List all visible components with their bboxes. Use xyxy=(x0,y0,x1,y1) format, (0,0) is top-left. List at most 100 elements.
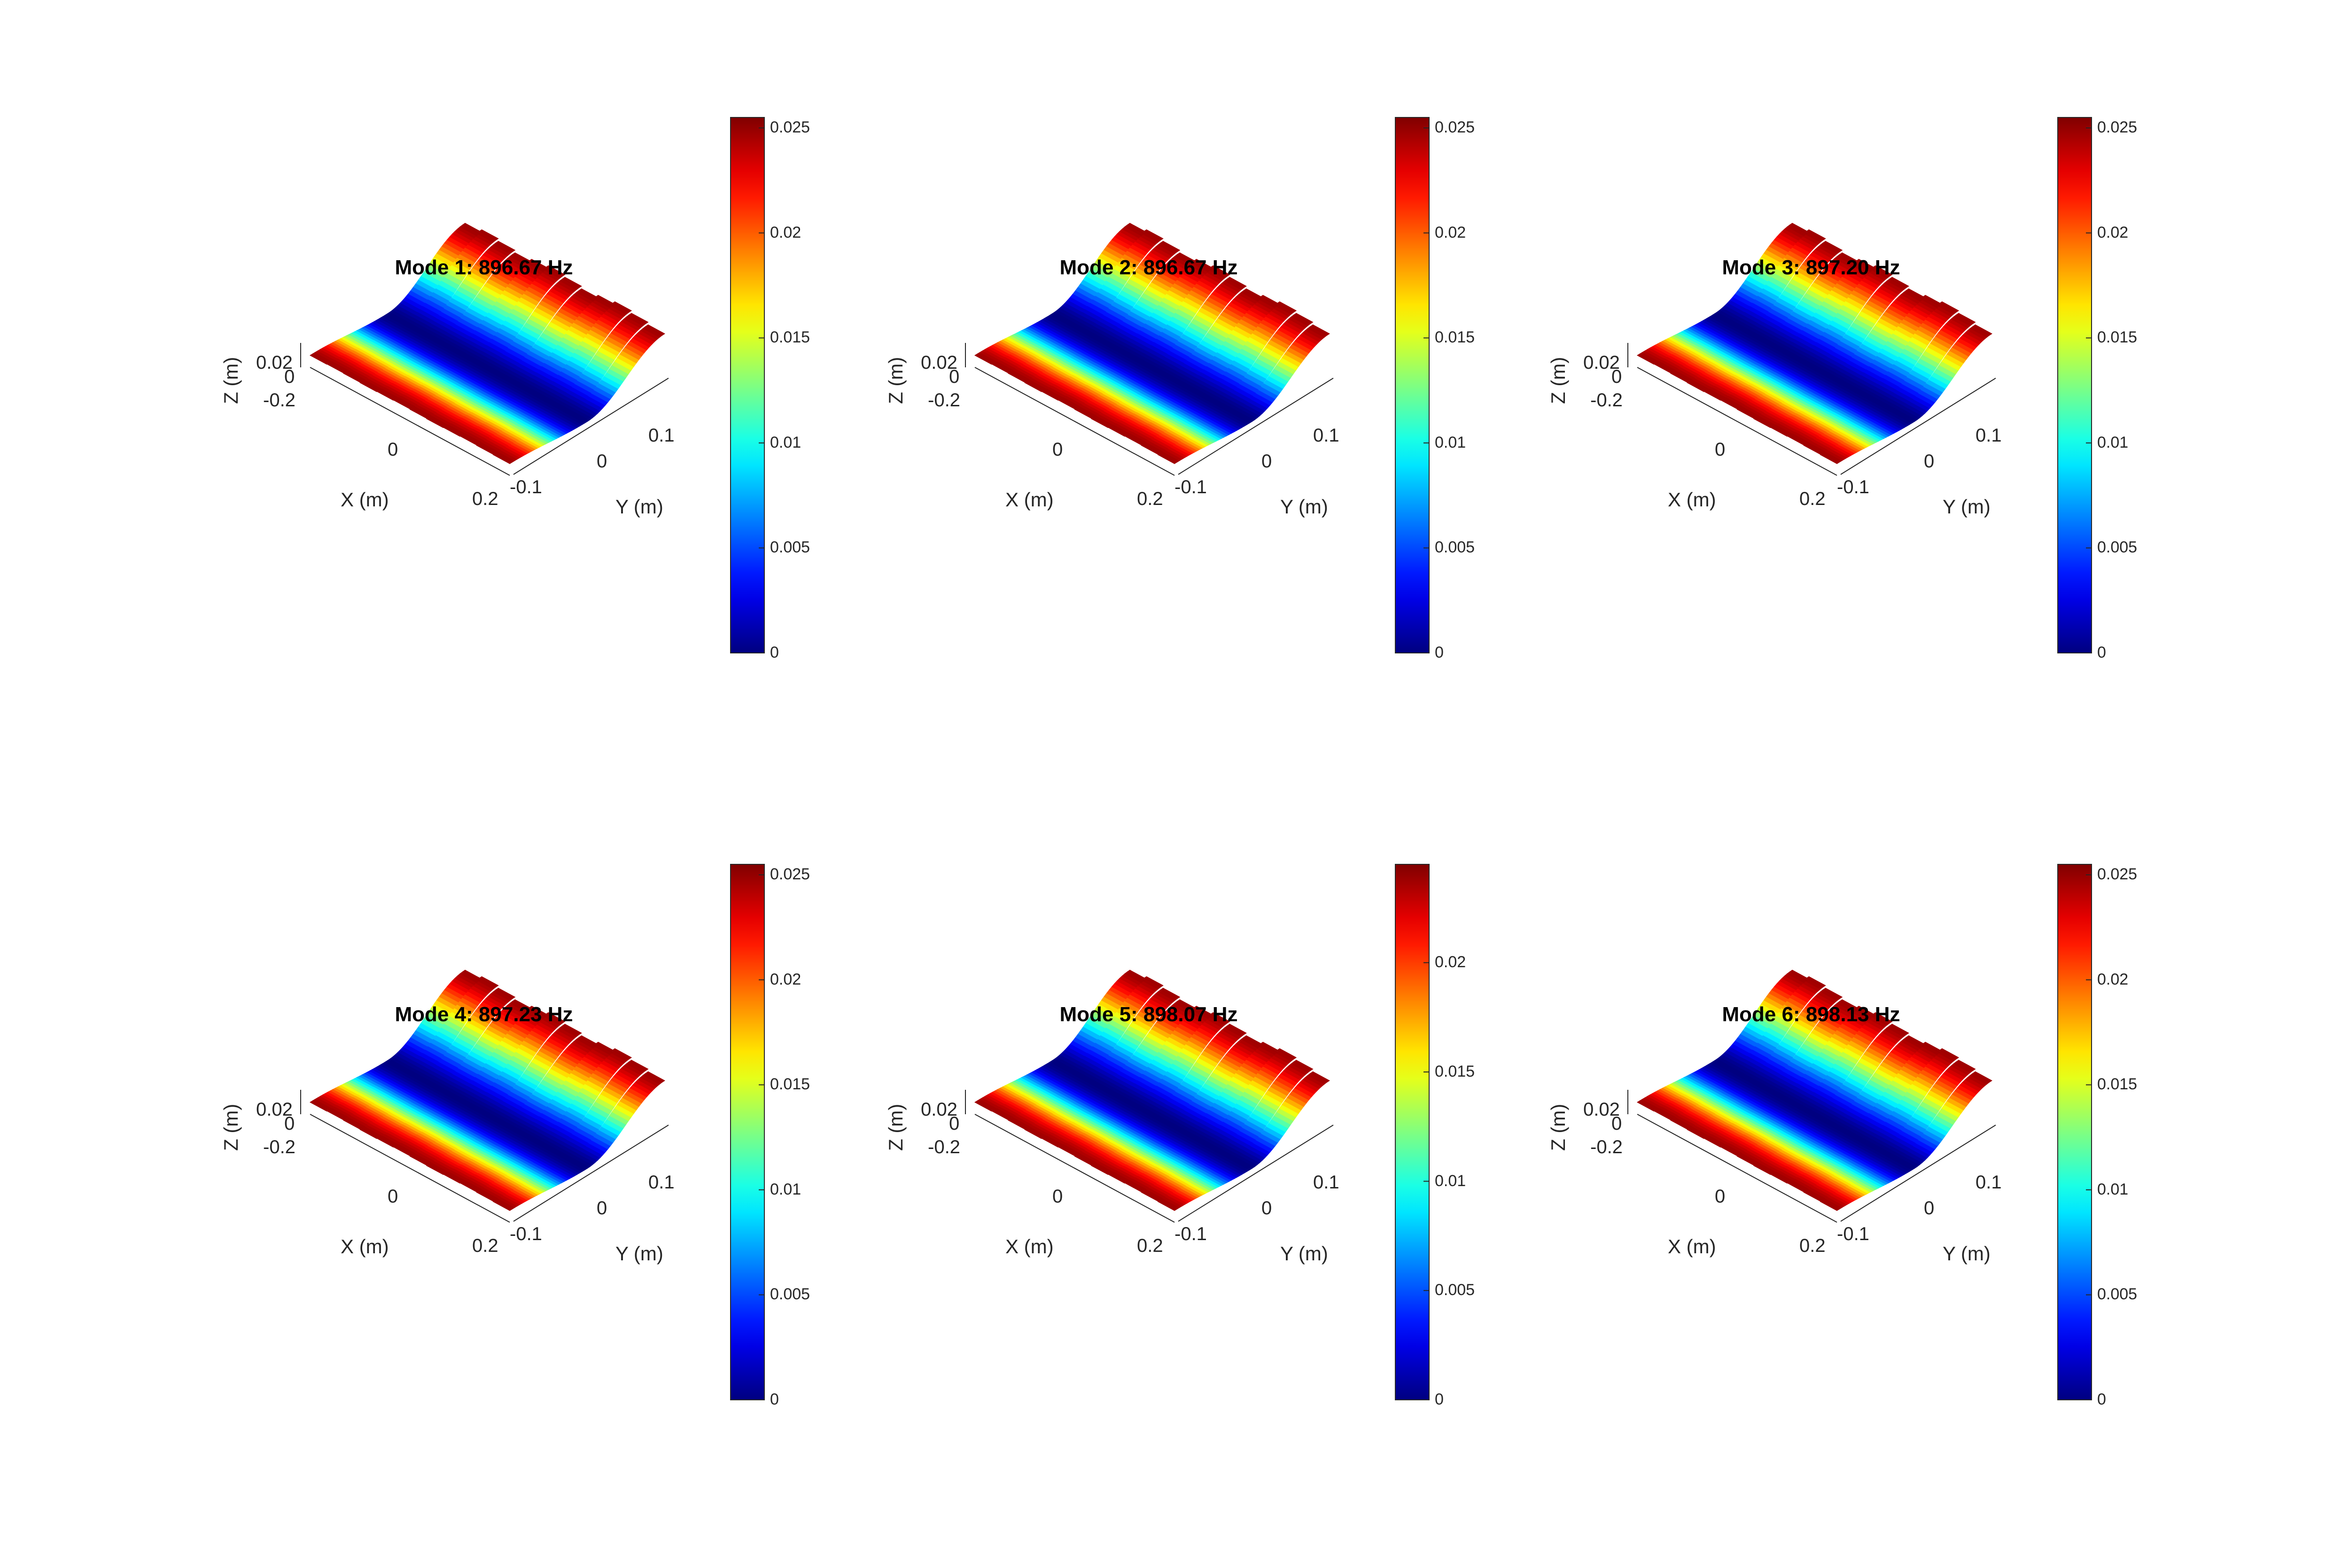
surface-patch xyxy=(1160,241,1181,252)
x-tick-label: -0.2 xyxy=(928,390,960,411)
surface-patch xyxy=(1293,313,1314,325)
colorbar-tick-label: 0.005 xyxy=(2097,538,2138,557)
surface-patch xyxy=(545,265,566,277)
x-axis-label: X (m) xyxy=(1005,489,1054,511)
colorbar-tick-label: 0.01 xyxy=(1435,1172,1466,1190)
surface-patch xyxy=(645,324,665,336)
x-tick-label: 0 xyxy=(388,1186,398,1207)
surface-patch xyxy=(628,313,649,325)
x-tick-label: -0.2 xyxy=(928,1137,960,1157)
colorbar-tick-label: 0.02 xyxy=(770,223,801,241)
z-tick-label: 0.02 xyxy=(256,1099,293,1120)
z-axis-label: Z (m) xyxy=(885,357,907,404)
x-tick-label: 0 xyxy=(1052,1186,1063,1207)
y-tick-label: 0 xyxy=(597,1198,607,1219)
y-axis-label: Y (m) xyxy=(615,496,663,518)
colorbar-tick-label: 0.01 xyxy=(2097,433,2129,451)
z-tick-label: 0.02 xyxy=(921,1099,957,1120)
z-axis-label: Z (m) xyxy=(1547,357,1569,404)
z-axis-label: Z (m) xyxy=(885,1103,907,1151)
panel-title: Mode 3: 897.20 Hz xyxy=(1722,256,1900,279)
surface-patch xyxy=(1276,301,1297,313)
x-tick-label: 0.2 xyxy=(1137,1235,1163,1256)
z-tick-label: 0.02 xyxy=(1583,352,1620,373)
x-tick-label: -0.2 xyxy=(1590,1137,1623,1157)
surface-patch xyxy=(562,277,582,288)
y-tick-label: 0.1 xyxy=(648,425,675,446)
x-tick-label: -0.2 xyxy=(1590,390,1623,411)
colorbar-tick-label: 0.005 xyxy=(1435,1281,1475,1299)
surface-patch xyxy=(1210,265,1230,277)
colorbar-tick-label: 0.025 xyxy=(770,118,810,137)
colorbar-tick-label: 0.01 xyxy=(2097,1180,2129,1198)
x-tick-label: 0 xyxy=(1052,439,1063,460)
colorbar-tick-label: 0.01 xyxy=(770,1180,801,1198)
colorbar-tick-label: 0.005 xyxy=(770,538,810,557)
colorbar-tick-label: 0.015 xyxy=(1435,1063,1475,1081)
x-tick-label: 0 xyxy=(388,439,398,460)
y-tick-label: -0.1 xyxy=(1174,477,1207,497)
y-tick-label: 0 xyxy=(1924,1198,1935,1219)
x-axis-label: X (m) xyxy=(1005,1235,1054,1258)
y-tick-label: 0 xyxy=(1261,451,1272,472)
y-tick-label: -0.1 xyxy=(1837,477,1869,497)
colorbar-tick-label: 0.015 xyxy=(1435,328,1475,347)
y-tick-label: 0 xyxy=(597,451,607,472)
mode-panel-1 xyxy=(300,117,765,653)
y-tick-label: 0.1 xyxy=(1976,425,2002,446)
colorbar xyxy=(1395,117,1430,653)
x-tick-label: 0.2 xyxy=(1799,489,1826,509)
y-tick-label: 0.1 xyxy=(1313,425,1339,446)
y-tick-label: 0.1 xyxy=(1313,1172,1339,1193)
colorbar-tick-label: 0.015 xyxy=(770,1075,810,1094)
surface-patch xyxy=(1227,277,1247,288)
z-tick-label: 0.02 xyxy=(256,352,293,373)
colorbar-tick-label: 0.015 xyxy=(2097,328,2138,347)
y-axis-line xyxy=(513,378,669,475)
z-tick-label: 0.02 xyxy=(921,352,957,373)
colorbar xyxy=(730,864,765,1400)
x-axis-line xyxy=(310,367,510,476)
colorbar-tick-label: 0.025 xyxy=(2097,865,2138,884)
y-tick-label: -0.1 xyxy=(1837,1224,1869,1244)
surface-patch xyxy=(495,241,516,252)
panel-title: Mode 4: 897.23 Hz xyxy=(395,1003,573,1026)
colorbar-tick-label: 0.02 xyxy=(2097,223,2129,241)
colorbar-tick-label: 0.02 xyxy=(1435,953,1466,971)
x-axis-label: X (m) xyxy=(341,489,389,511)
x-tick-label: 0.2 xyxy=(1137,489,1163,509)
y-axis-label: Y (m) xyxy=(1280,496,1328,518)
z-axis-label: Z (m) xyxy=(220,357,242,404)
colorbar-tick-label: 0 xyxy=(770,644,779,661)
y-tick-label: 0.1 xyxy=(1976,1172,2002,1193)
mode-panel-6 xyxy=(1627,864,2092,1400)
colorbar-tick-label: 0.02 xyxy=(770,970,801,988)
mode-panel-5 xyxy=(965,864,1430,1400)
colorbar-tick-label: 0.005 xyxy=(1435,538,1475,557)
colorbar-tick-label: 0.025 xyxy=(770,865,810,884)
panel-title: Mode 2: 896.67 Hz xyxy=(1059,256,1238,279)
y-tick-label: 0.1 xyxy=(648,1172,675,1193)
y-tick-label: 0 xyxy=(1261,1198,1272,1219)
colorbar-tick-label: 0.01 xyxy=(770,433,801,451)
y-tick-label: -0.1 xyxy=(510,477,542,497)
colorbar-tick-label: 0.005 xyxy=(2097,1285,2138,1304)
surface-patch xyxy=(1143,229,1164,241)
panel-title: Mode 6: 898.13 Hz xyxy=(1722,1003,1900,1026)
panel-title: Mode 5: 898.07 Hz xyxy=(1059,1003,1238,1026)
mode-panel-4 xyxy=(300,864,765,1400)
colorbar-tick-label: 0 xyxy=(770,1390,779,1408)
colorbar-tick-label: 0.005 xyxy=(770,1285,810,1304)
colorbar-tick-label: 0.02 xyxy=(2097,970,2129,988)
colorbar xyxy=(2057,117,2092,653)
y-tick-label: -0.1 xyxy=(1174,1224,1207,1244)
mode-panel-2 xyxy=(965,117,1430,653)
x-tick-label: 0.2 xyxy=(472,489,498,509)
colorbar xyxy=(730,117,765,653)
colorbar-tick-label: 0.015 xyxy=(2097,1075,2138,1094)
surface-patch xyxy=(612,301,632,313)
colorbar-tick-label: 0.015 xyxy=(770,328,810,347)
surface-patch xyxy=(1310,324,1330,336)
